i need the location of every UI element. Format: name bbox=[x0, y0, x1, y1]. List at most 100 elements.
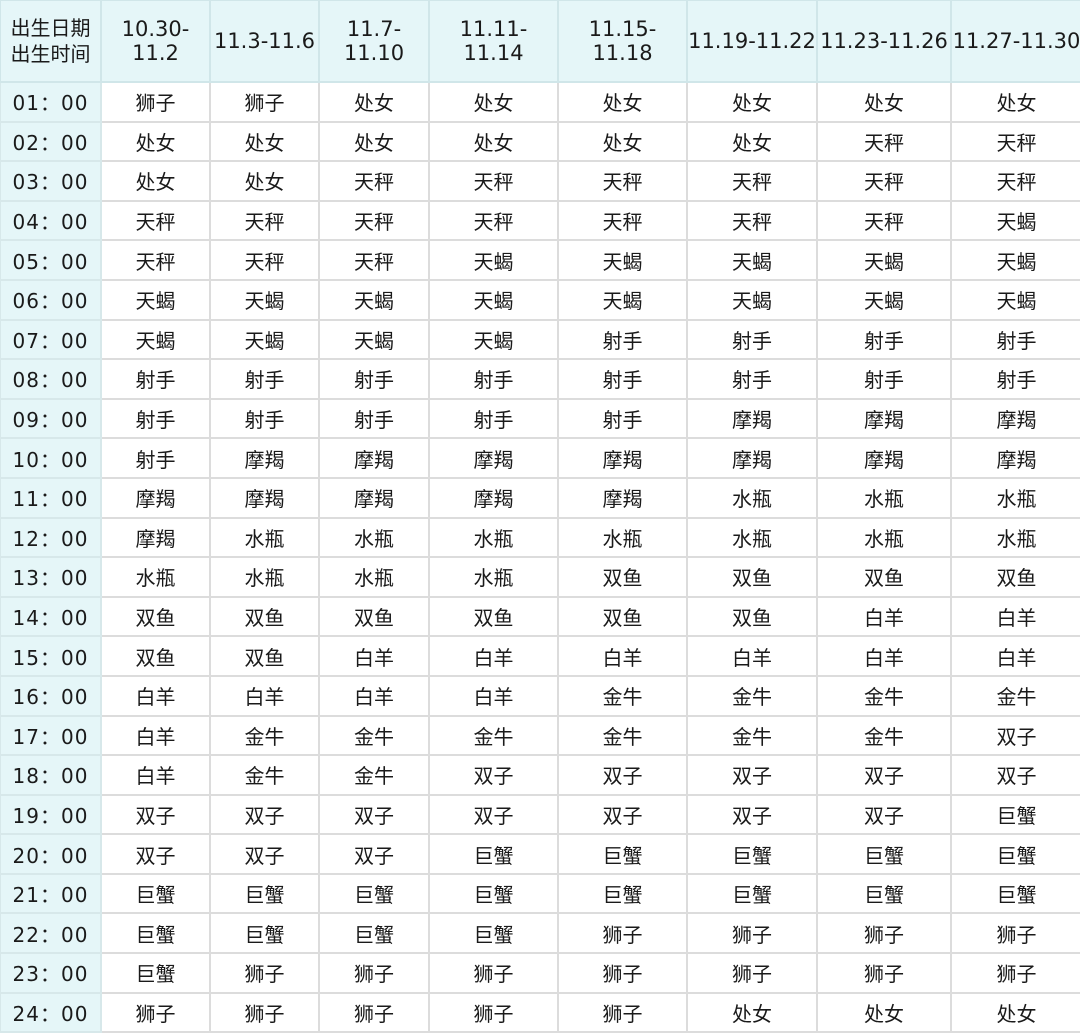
zodiac-cell: 白羊 bbox=[950, 595, 1080, 638]
zodiac-cell: 白羊 bbox=[428, 635, 559, 677]
zodiac-cell: 狮子 bbox=[686, 952, 818, 994]
table-row: 07：00 天蝎 天蝎 天蝎 天蝎 射手 射手 射手 射手 bbox=[0, 318, 1080, 361]
zodiac-cell: 射手 bbox=[100, 358, 211, 400]
zodiac-cell: 双子 bbox=[557, 793, 688, 836]
table-body: 01：00 狮子 狮子 处女 处女 处女 处女 处女 处女 02：00 处女 处女 处女 处女 处女 处女 天秤… bbox=[0, 81, 1080, 1033]
zodiac-cell: 水瓶 bbox=[318, 516, 430, 559]
zodiac-cell: 巨蟹 bbox=[557, 833, 688, 875]
time-cell: 01：00 bbox=[0, 81, 102, 123]
zodiac-cell: 射手 bbox=[209, 358, 320, 400]
zodiac-cell: 金牛 bbox=[428, 714, 559, 757]
zodiac-cell: 双鱼 bbox=[209, 635, 320, 677]
zodiac-cell: 狮子 bbox=[318, 991, 430, 1033]
zodiac-cell: 摩羯 bbox=[209, 437, 320, 479]
zodiac-cell: 天秤 bbox=[318, 199, 430, 242]
zodiac-cell: 金牛 bbox=[686, 714, 818, 757]
zodiac-cell: 处女 bbox=[318, 81, 430, 123]
zodiac-cell: 双子 bbox=[100, 833, 211, 875]
zodiac-cell: 双鱼 bbox=[950, 556, 1080, 598]
table-row: 19：00 双子 双子 双子 双子 双子 双子 双子 巨蟹 bbox=[0, 793, 1080, 836]
corner-date-label: 出生日期 bbox=[10, 16, 91, 40]
zodiac-cell: 双子 bbox=[209, 833, 320, 875]
zodiac-cell: 射手 bbox=[686, 358, 818, 400]
zodiac-cell: 天蝎 bbox=[816, 278, 952, 321]
zodiac-cell: 狮子 bbox=[209, 991, 320, 1033]
zodiac-cell: 巨蟹 bbox=[428, 912, 559, 955]
zodiac-cell: 金牛 bbox=[557, 714, 688, 757]
zodiac-cell: 巨蟹 bbox=[100, 912, 211, 955]
zodiac-cell: 水瓶 bbox=[428, 556, 559, 598]
zodiac-cell: 双鱼 bbox=[686, 556, 818, 598]
zodiac-cell: 处女 bbox=[686, 120, 818, 163]
zodiac-cell: 双子 bbox=[318, 833, 430, 875]
table-row: 16：00 白羊 白羊 白羊 白羊 金牛 金牛 金牛 金牛 bbox=[0, 674, 1080, 717]
zodiac-cell: 双鱼 bbox=[557, 595, 688, 638]
zodiac-cell: 金牛 bbox=[209, 714, 320, 757]
time-cell: 20：00 bbox=[0, 833, 102, 875]
zodiac-cell: 射手 bbox=[686, 318, 818, 361]
time-cell: 17：00 bbox=[0, 714, 102, 757]
zodiac-cell: 摩羯 bbox=[816, 437, 952, 479]
zodiac-cell: 天秤 bbox=[686, 199, 818, 242]
zodiac-cell: 天蝎 bbox=[209, 278, 320, 321]
zodiac-cell: 处女 bbox=[209, 160, 320, 202]
zodiac-cell: 射手 bbox=[428, 397, 559, 440]
zodiac-cell: 狮子 bbox=[816, 952, 952, 994]
table-row: 08：00 射手 射手 射手 射手 射手 射手 射手 射手 bbox=[0, 358, 1080, 400]
zodiac-cell: 白羊 bbox=[100, 754, 211, 796]
zodiac-cell: 水瓶 bbox=[686, 516, 818, 559]
column-header: 11.7-11.10 bbox=[318, 0, 430, 83]
column-header: 11.15-11.18 bbox=[557, 0, 688, 83]
zodiac-cell: 双鱼 bbox=[557, 556, 688, 598]
zodiac-cell: 天蝎 bbox=[686, 239, 818, 281]
time-cell: 16：00 bbox=[0, 674, 102, 717]
zodiac-cell: 金牛 bbox=[557, 674, 688, 717]
time-cell: 04：00 bbox=[0, 199, 102, 242]
zodiac-cell: 天蝎 bbox=[318, 278, 430, 321]
zodiac-cell: 天蝎 bbox=[100, 278, 211, 321]
time-cell: 13：00 bbox=[0, 556, 102, 598]
zodiac-cell: 天秤 bbox=[209, 199, 320, 242]
zodiac-cell: 天秤 bbox=[557, 160, 688, 202]
corner-time-label: 出生时间 bbox=[10, 42, 91, 66]
zodiac-cell: 狮子 bbox=[100, 81, 211, 123]
column-header: 11.11-11.14 bbox=[428, 0, 559, 83]
zodiac-cell: 巨蟹 bbox=[209, 872, 320, 915]
zodiac-cell: 处女 bbox=[209, 120, 320, 163]
zodiac-cell: 摩羯 bbox=[428, 437, 559, 479]
zodiac-cell: 处女 bbox=[557, 120, 688, 163]
zodiac-cell: 双子 bbox=[557, 754, 688, 796]
zodiac-cell: 白羊 bbox=[428, 674, 559, 717]
zodiac-cell: 双鱼 bbox=[318, 595, 430, 638]
zodiac-cell: 天蝎 bbox=[209, 318, 320, 361]
zodiac-cell: 射手 bbox=[318, 397, 430, 440]
table-row: 24：00 狮子 狮子 狮子 狮子 狮子 处女 处女 处女 bbox=[0, 991, 1080, 1033]
table-row: 02：00 处女 处女 处女 处女 处女 处女 天秤 天秤 bbox=[0, 120, 1080, 163]
zodiac-cell: 白羊 bbox=[100, 714, 211, 757]
zodiac-cell: 天秤 bbox=[318, 160, 430, 202]
zodiac-cell: 摩羯 bbox=[686, 397, 818, 440]
table-row: 03：00 处女 处女 天秤 天秤 天秤 天秤 天秤 天秤 bbox=[0, 160, 1080, 202]
table-row: 05：00 天秤 天秤 天秤 天蝎 天蝎 天蝎 天蝎 天蝎 bbox=[0, 239, 1080, 281]
zodiac-cell: 金牛 bbox=[816, 714, 952, 757]
zodiac-cell: 天秤 bbox=[557, 199, 688, 242]
zodiac-cell: 摩羯 bbox=[950, 437, 1080, 479]
zodiac-cell: 天秤 bbox=[950, 160, 1080, 202]
zodiac-cell: 天蝎 bbox=[950, 239, 1080, 281]
zodiac-cell: 摩羯 bbox=[318, 476, 430, 519]
zodiac-cell: 巨蟹 bbox=[557, 872, 688, 915]
zodiac-cell: 巨蟹 bbox=[318, 912, 430, 955]
time-cell: 06：00 bbox=[0, 278, 102, 321]
zodiac-cell: 摩羯 bbox=[100, 516, 211, 559]
zodiac-cell: 巨蟹 bbox=[100, 872, 211, 915]
zodiac-cell: 双鱼 bbox=[100, 635, 211, 677]
zodiac-cell: 巨蟹 bbox=[209, 912, 320, 955]
time-cell: 18：00 bbox=[0, 754, 102, 796]
table-row: 09：00 射手 射手 射手 射手 射手 摩羯 摩羯 摩羯 bbox=[0, 397, 1080, 440]
zodiac-cell: 水瓶 bbox=[209, 516, 320, 559]
zodiac-cell: 狮子 bbox=[318, 952, 430, 994]
zodiac-cell: 狮子 bbox=[816, 912, 952, 955]
zodiac-cell: 水瓶 bbox=[557, 516, 688, 559]
zodiac-cell: 白羊 bbox=[557, 635, 688, 677]
zodiac-cell: 摩羯 bbox=[950, 397, 1080, 440]
